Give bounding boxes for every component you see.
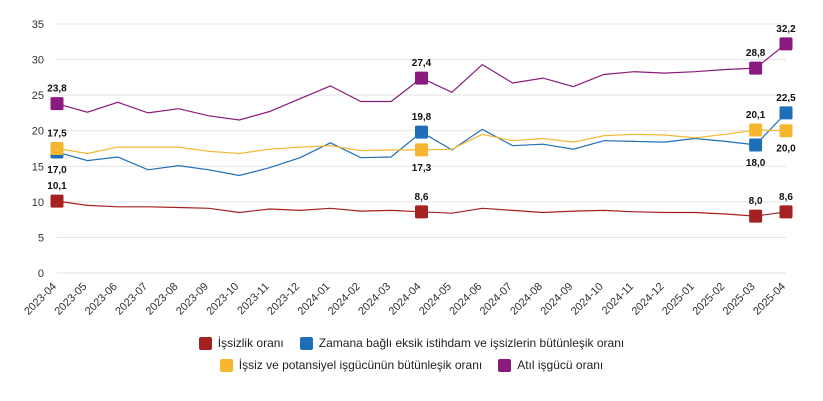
x-tick-label: 2023-05 — [52, 281, 89, 318]
x-tick-label: 2023-09 — [174, 281, 211, 318]
y-tick-label: 5 — [38, 232, 44, 244]
data-point-marker — [749, 123, 763, 137]
data-label: 18,0 — [746, 158, 766, 169]
x-tick-label: 2025-03 — [721, 281, 758, 318]
data-point-marker — [50, 142, 64, 155]
legend-label: Zamana bağlı eksik istihdam ve işsizleri… — [318, 336, 625, 350]
x-tick-label: 2025-02 — [690, 281, 727, 318]
data-label: 27,4 — [412, 58, 432, 69]
data-label: 20,0 — [776, 144, 796, 155]
x-tick-label: 2024-01 — [295, 281, 332, 318]
y-tick-label: 20 — [32, 126, 44, 138]
data-point-marker — [779, 37, 793, 51]
data-point-marker — [749, 61, 763, 75]
data-label: 17,3 — [412, 163, 432, 174]
y-tick-label: 0 — [38, 268, 44, 280]
data-label: 8,0 — [749, 196, 763, 207]
x-tick-label: 2024-06 — [447, 281, 484, 318]
data-label: 28,8 — [746, 48, 766, 59]
legend-item[interactable]: Zamana bağlı eksik istihdam ve işsizleri… — [299, 336, 625, 350]
x-tick-label: 2023-08 — [144, 281, 181, 318]
x-tick-label: 2023-06 — [83, 281, 120, 318]
x-tick-label: 2024-08 — [508, 281, 545, 318]
data-label: 10,1 — [47, 181, 67, 192]
x-tick-label: 2025-01 — [660, 281, 697, 318]
legend-item[interactable]: Atıl işgücü oranı — [498, 358, 603, 372]
legend-item[interactable]: İşsizlik oranı — [198, 336, 284, 350]
y-tick-label: 25 — [32, 90, 44, 102]
x-tick-label: 2025-04 — [751, 281, 788, 318]
x-tick-label: 2024-02 — [326, 281, 363, 318]
y-tick-label: 15 — [32, 161, 44, 173]
x-tick-label: 2023-07 — [113, 281, 150, 318]
y-tick-label: 30 — [32, 55, 44, 67]
legend: İşsizlik oranı Zamana bağlı eksik istihda… — [0, 336, 823, 372]
x-tick-label: 2023-12 — [265, 281, 302, 318]
legend-swatch — [299, 336, 313, 350]
legend-swatch — [219, 358, 233, 372]
x-tick-label: 2024-12 — [630, 281, 667, 318]
legend-swatch — [498, 358, 512, 372]
data-point-marker — [749, 209, 763, 223]
data-label: 32,2 — [776, 24, 796, 35]
x-tick-label: 2023-10 — [204, 281, 241, 318]
x-tick-label: 2024-03 — [356, 281, 393, 318]
data-point-marker — [779, 106, 793, 120]
data-label: 20,1 — [746, 110, 766, 121]
x-tick-label: 2024-09 — [538, 281, 575, 318]
legend-label: İşsizlik oranı — [217, 336, 284, 350]
x-tick-label: 2024-10 — [569, 281, 606, 318]
legend-item[interactable]: İşsiz ve potansiyel işgücünün bütünleşik… — [219, 358, 483, 372]
data-label: 19,8 — [412, 112, 432, 123]
legend-label: İşsiz ve potansiyel işgücünün bütünleşik… — [238, 358, 483, 372]
data-point-marker — [415, 125, 428, 139]
chart: 051015202530352023-042023-052023-062023-… — [22, 19, 796, 318]
x-tick-label: 2024-04 — [387, 281, 424, 318]
data-point-marker — [779, 205, 793, 219]
y-tick-label: 10 — [32, 197, 44, 209]
x-tick-label: 2024-05 — [417, 281, 454, 318]
data-point-marker — [779, 124, 793, 138]
x-tick-label: 2023-04 — [22, 281, 59, 318]
data-point-marker — [749, 138, 763, 152]
data-label: 23,8 — [47, 84, 67, 95]
legend-swatch — [198, 336, 212, 350]
data-label: 22,5 — [776, 93, 796, 104]
x-tick-label: 2024-07 — [478, 281, 515, 318]
data-point-marker — [415, 143, 428, 157]
data-label: 17,0 — [47, 165, 67, 176]
legend-label: Atıl işgücü oranı — [517, 358, 604, 372]
data-label: 17,5 — [47, 129, 67, 140]
data-point-marker — [50, 97, 64, 111]
data-label: 8,6 — [779, 192, 793, 203]
data-point-marker — [50, 194, 64, 208]
data-point-marker — [415, 71, 428, 85]
data-label: 8,6 — [415, 192, 429, 203]
y-tick-label: 35 — [32, 19, 44, 31]
data-point-marker — [415, 205, 428, 219]
